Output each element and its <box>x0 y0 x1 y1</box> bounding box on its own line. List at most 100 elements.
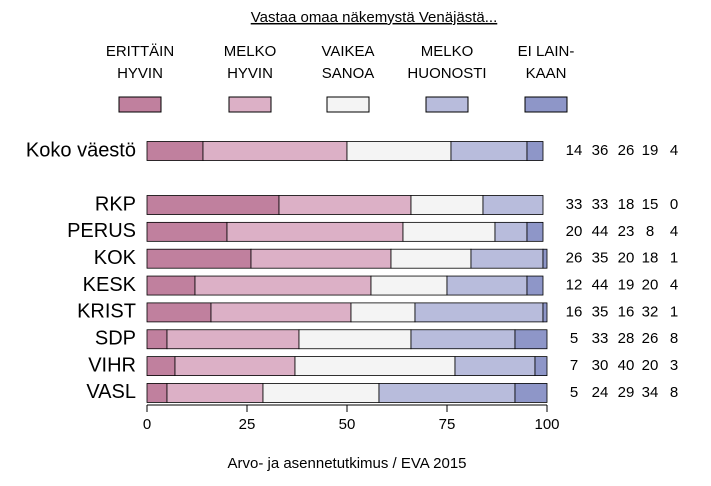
value-label: 20 <box>642 357 659 374</box>
bar-segment <box>526 141 544 161</box>
value-label: 5 <box>570 384 578 401</box>
bar-segment <box>470 248 544 269</box>
category-label: VASL <box>86 381 136 403</box>
legend-label: VAIKEA SANOA <box>321 43 375 82</box>
value-label: 29 <box>618 384 635 401</box>
value-label: 40 <box>618 357 635 374</box>
bar-segment <box>370 275 448 296</box>
bar-segment <box>146 141 204 161</box>
value-label: 20 <box>566 223 583 240</box>
bar-segment <box>146 302 212 323</box>
bar-segment <box>202 141 348 161</box>
chart-title: Vastaa omaa näkemystä Venäjästä... <box>251 9 498 26</box>
value-label: 12 <box>566 277 583 294</box>
bar-segment <box>450 141 528 161</box>
category-label: VIHR <box>88 354 136 376</box>
bar-segment <box>146 383 168 403</box>
bar-segment <box>278 195 412 215</box>
value-label: 20 <box>618 250 635 267</box>
source: Arvo- ja asennetutkimus / EVA 2015 <box>227 455 466 472</box>
value-label: 18 <box>618 196 635 213</box>
bar-segment <box>526 275 544 296</box>
legend-label: MELKO HYVIN <box>223 43 277 82</box>
x-tick-label: 50 <box>339 416 356 433</box>
value-label: 26 <box>618 142 635 159</box>
value-label: 8 <box>670 330 678 347</box>
legend-swatch <box>524 96 568 113</box>
bar-segment <box>542 302 548 323</box>
value-label: 3 <box>670 357 678 374</box>
bar-segment <box>542 248 548 269</box>
bar-segment <box>146 356 176 377</box>
value-label: 23 <box>618 223 635 240</box>
value-label: 26 <box>642 330 659 347</box>
category-label: SDP <box>95 328 136 350</box>
x-tick-label: 100 <box>534 416 559 433</box>
value-label: 4 <box>670 142 678 159</box>
bar-segment <box>262 383 380 403</box>
value-label: 4 <box>670 277 678 294</box>
value-label: 16 <box>618 303 635 320</box>
legend-label: ERITTÄIN HYVIN <box>105 43 175 82</box>
value-label: 5 <box>570 330 578 347</box>
legend-label: EI LAIN- KAAN <box>517 43 575 82</box>
bar-segment <box>410 195 484 215</box>
bar-segment <box>146 221 228 242</box>
bar-segment <box>294 356 456 377</box>
value-label: 19 <box>618 277 635 294</box>
legend-swatch <box>425 96 469 113</box>
value-label: 19 <box>642 142 659 159</box>
bar-segment <box>298 329 412 350</box>
bar-segment <box>350 302 416 323</box>
x-tick-label: 25 <box>239 416 256 433</box>
bar-segment <box>454 356 536 377</box>
legend-swatch <box>118 96 162 113</box>
bar-segment <box>534 356 548 377</box>
value-label: 8 <box>646 223 654 240</box>
category-label: KOK <box>94 247 137 269</box>
bar-segment <box>146 195 280 215</box>
value-label: 33 <box>566 196 583 213</box>
value-label: 35 <box>592 250 609 267</box>
value-label: 15 <box>642 196 659 213</box>
bar-segment <box>146 248 252 269</box>
value-label: 18 <box>642 250 659 267</box>
bar-segment <box>514 383 548 403</box>
value-label: 32 <box>642 303 659 320</box>
category-label: PERUS <box>67 220 136 242</box>
value-label: 16 <box>566 303 583 320</box>
bar-segment <box>390 248 472 269</box>
value-label: 33 <box>592 330 609 347</box>
bar-segment <box>402 221 496 242</box>
value-label: 33 <box>592 196 609 213</box>
bar-segment <box>210 302 352 323</box>
bar-segment <box>166 329 300 350</box>
value-label: 7 <box>570 357 578 374</box>
value-label: 14 <box>566 142 583 159</box>
category-label: Koko väestö <box>26 139 136 161</box>
bar-segment <box>226 221 404 242</box>
bar-segment <box>514 329 548 350</box>
bar-segment <box>482 195 544 215</box>
value-label: 1 <box>670 303 678 320</box>
bar-segment <box>194 275 372 296</box>
value-label: 44 <box>592 223 609 240</box>
value-label: 36 <box>592 142 609 159</box>
bar-segment <box>174 356 296 377</box>
value-label: 35 <box>592 303 609 320</box>
category-label: KESK <box>83 274 137 296</box>
legend-label: MELKO HUONOSTI <box>407 43 487 82</box>
bar-segment <box>146 275 196 296</box>
value-label: 1 <box>670 250 678 267</box>
bar-segment <box>446 275 528 296</box>
value-label: 44 <box>592 277 609 294</box>
bar-segment <box>378 383 516 403</box>
category-label: RKP <box>95 193 136 215</box>
category-label: KRIST <box>77 301 136 323</box>
legend-swatch <box>228 96 272 113</box>
value-label: 0 <box>670 196 678 213</box>
value-label: 28 <box>618 330 635 347</box>
x-tick-label: 0 <box>143 416 151 433</box>
